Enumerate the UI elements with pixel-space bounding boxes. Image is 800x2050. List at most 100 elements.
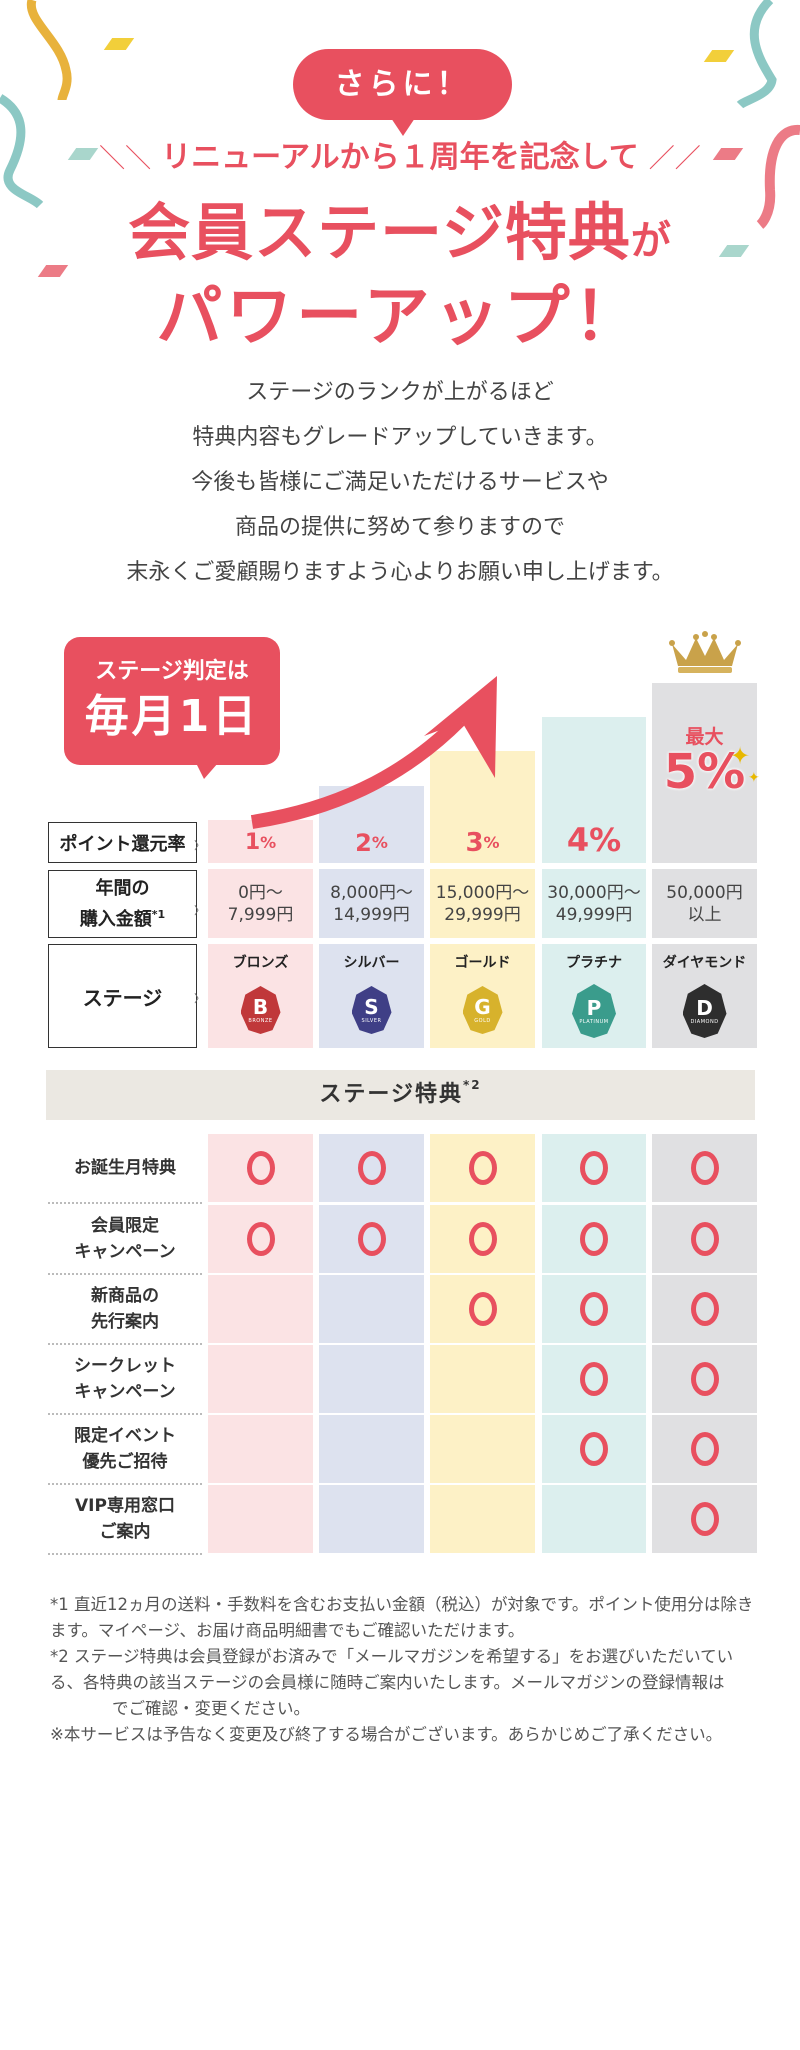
benefit-cell [542,1275,646,1343]
check-circle-icon [690,1432,719,1466]
label-text: ポイント還元率 [59,833,186,855]
benefit-cell [319,1275,424,1343]
max-label: 最大 [685,726,724,748]
check-circle-icon [690,1222,719,1256]
headline-powerup: パワーアップ！ [156,278,644,355]
chevron-right-icon: 〉 [194,992,205,1005]
check-circle-icon [580,1151,608,1185]
headline-particle: が [630,218,672,264]
label-line: 限定イベント [74,1426,176,1446]
headline-main: 会員ステージ特典 [128,196,631,269]
footnote-3: ※本サービスは予告なく変更及び終了する場合がございます。あらかじめご了承ください… [50,1725,723,1744]
sparkle-icon: ✦ [730,742,751,770]
check-circle-icon [468,1151,497,1185]
footnote-1: *1 直近12ヵ月の送料・手数料を含むお支払い金額（税込）が対象です。ポイント使… [50,1595,754,1640]
benefit-cell [430,1345,535,1413]
check-circle-icon [580,1432,608,1466]
benefit-cell [542,1345,646,1413]
check-circle-icon [690,1292,719,1326]
check-circle-icon [690,1151,719,1185]
page-title: 会員ステージ特典が [0,190,800,284]
label-line: シークレット [74,1356,176,1376]
intro-line: 特典内容もグレードアップしていきます。 [192,425,608,450]
label-text: 年間の [95,877,150,899]
benefit-cell [542,1134,646,1202]
intro-line: 今後も皆様にご満足いただけるサービスや [191,470,609,495]
label-line: 先行案内 [91,1312,159,1332]
check-circle-icon [246,1222,275,1256]
stage-name: ダイヤモンド [662,955,747,971]
rate-platinum: 4% [566,820,622,859]
rate-gold: 3% [465,827,500,858]
gold-medal-icon: G GOLD [462,986,503,1034]
benefit-cell [542,1205,646,1273]
title-text: ステージ特典 [319,1082,463,1107]
benefit-cell [208,1345,313,1413]
label-line: 優先ご招待 [82,1452,168,1472]
benefit-cell [319,1134,424,1202]
benefit-cell [430,1415,535,1483]
benefit-cell [652,1485,757,1553]
benefit-cell [652,1205,757,1273]
benefit-cell [542,1485,646,1553]
silver-medal-icon: S SILVER [351,986,392,1034]
label-line: 会員限定 [91,1216,159,1236]
footnote-ref: *2 [462,1078,482,1092]
benefit-cell [319,1415,424,1483]
benefit-cell [208,1485,313,1553]
footnotes: *1 直近12ヵ月の送料・手数料を含むお支払い金額（税込）が対象です。ポイント使… [50,1592,755,1748]
check-circle-icon [357,1222,386,1256]
platinum-medal-icon: P PLATINUM [572,984,616,1038]
benefit-cell [652,1134,757,1202]
benefit-row-label: シークレット キャンペーン [48,1345,202,1415]
range-platinum: 30,000円～ 49,999円 [547,883,641,925]
judgement-line1: ステージ判定は [95,659,249,684]
benefit-row-label: お誕生月特典 [48,1134,202,1204]
benefit-row-label: VIP専用窓口 ご案内 [48,1485,202,1555]
range-gold: 15,000円～ 29,999円 [435,883,530,925]
check-circle-icon [468,1292,497,1326]
chevron-right-icon: 〉 [194,838,205,852]
rate-bronze: 1% [244,830,277,855]
benefit-cell [430,1134,535,1202]
chevron-right-icon: 〉 [194,904,205,917]
benefit-cell [208,1205,313,1273]
benefits-section-title: ステージ特典*2 [46,1070,755,1120]
check-circle-icon [357,1151,386,1185]
benefit-cell [430,1275,535,1343]
bubble-tail [391,118,415,136]
sarani-bubble: さらに！ [293,49,512,120]
bronze-medal-icon: B BRONZE [240,986,281,1034]
label-line: キャンペーン [74,1382,176,1402]
stage-diamond: ダイヤモンド D DIAMOND [652,944,757,1048]
check-circle-icon [468,1222,497,1256]
range-bronze: 0円～ 7,999円 [227,883,294,925]
row-label-annual-amount: 年間の 購入金額*1 〉 [48,870,205,938]
benefit-cell [319,1485,424,1553]
footnote-ref: *1 [151,907,166,921]
benefit-cell [652,1345,757,1413]
row-label-stage: ステージ 〉 [48,944,205,1048]
crown-icon [669,631,741,673]
stage-bronze: ブロンズ B BRONZE [208,944,313,1048]
subheadline-text: リニューアルから１周年を記念して [161,140,639,175]
label-line: ご案内 [99,1522,151,1542]
stage-silver: シルバー S SILVER [319,944,424,1048]
benefit-cell [652,1275,757,1343]
benefit-cell [430,1485,535,1553]
intro-line: 末永くご愛顧賜りますよう心よりお願い申し上げます。 [126,560,674,585]
max-rate-value: 5% [663,744,746,800]
check-circle-icon [246,1151,275,1185]
stage-platinum: プラチナ P PLATINUM [542,944,646,1048]
label-line: キャンペーン [74,1242,176,1262]
benefit-cell [319,1205,424,1273]
intro-text: ステージのランクが上がるほど 特典内容もグレードアップしていきます。 今後も皆様… [0,370,800,595]
check-circle-icon [580,1362,608,1396]
stage-name: ブロンズ [232,955,289,971]
benefit-row-label: 新商品の 先行案内 [48,1275,202,1345]
benefit-row-label: 限定イベント 優先ご招待 [48,1415,202,1485]
check-circle-icon [580,1292,608,1326]
benefit-cell [430,1205,535,1273]
bubble-tail [196,763,218,779]
check-circle-icon [690,1362,719,1396]
